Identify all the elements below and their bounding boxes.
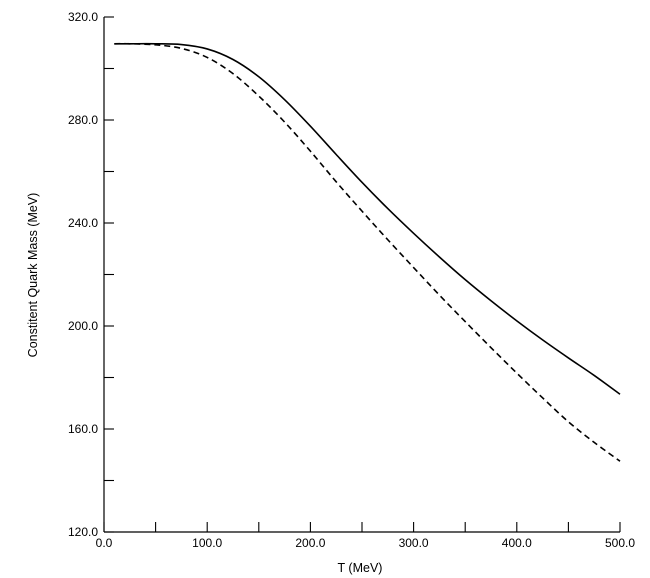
x-axis-label: T (MeV) <box>338 561 383 575</box>
x-tick-label: 500.0 <box>605 536 635 550</box>
x-tick-label: 0.0 <box>96 536 113 550</box>
x-tick-label: 200.0 <box>295 536 325 550</box>
tick-labels: 0.0 100.0 200.0 300.0 400.0 500.0 120.0 160.0 20… <box>68 10 635 550</box>
x-tick-label: 400.0 <box>502 536 532 550</box>
x-tick-label: 300.0 <box>399 536 429 550</box>
dashed-series-line <box>114 42 621 462</box>
y-tick-label: 120.0 <box>68 525 98 539</box>
y-axis-label: Constitent Quark Mass (MeV) <box>26 193 40 358</box>
x-tick-label: 100.0 <box>192 536 222 550</box>
solid-series-line <box>114 42 621 395</box>
y-tick-label: 320.0 <box>68 10 98 24</box>
ticks <box>103 16 621 533</box>
y-tick-label: 240.0 <box>68 216 98 230</box>
y-tick-label: 200.0 <box>68 319 98 333</box>
plot-area: 0.0 100.0 200.0 300.0 400.0 500.0 120.0 160.0 20… <box>68 10 635 550</box>
y-tick-label: 280.0 <box>68 113 98 127</box>
y-tick-label: 160.0 <box>68 422 98 436</box>
series-group <box>114 42 621 462</box>
